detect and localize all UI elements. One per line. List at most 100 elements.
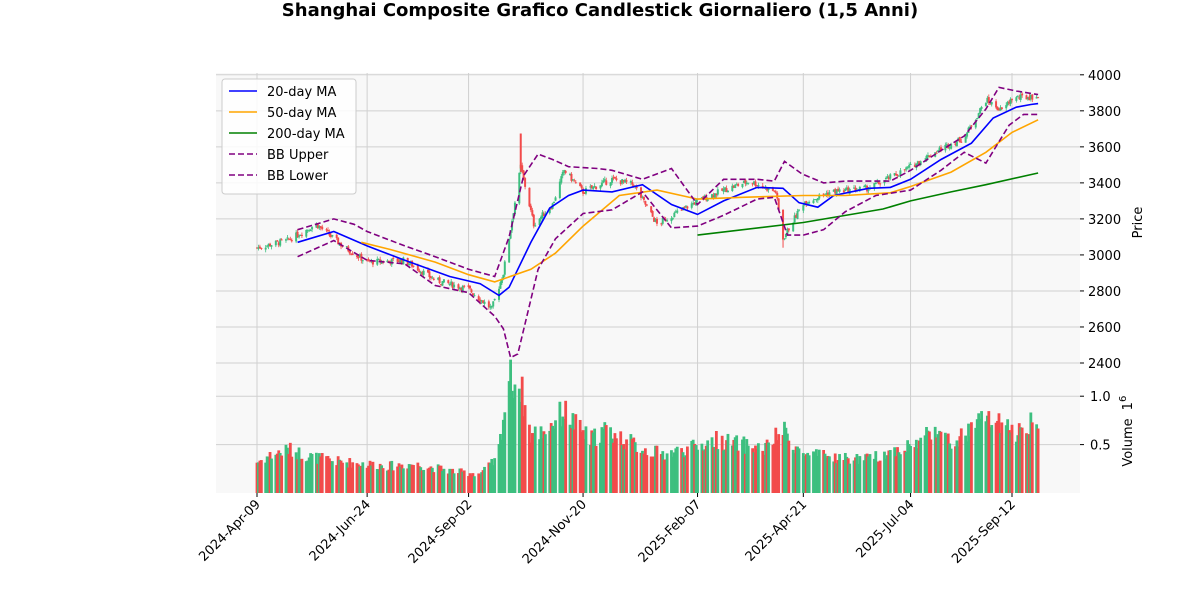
candle-body xyxy=(903,169,906,171)
volume-bar xyxy=(785,433,789,493)
volume-bar xyxy=(329,461,333,493)
volume-bar xyxy=(907,443,911,493)
volume-bar xyxy=(838,454,841,493)
candle-body xyxy=(309,230,312,232)
candle-body xyxy=(441,281,444,286)
candle-body xyxy=(897,175,900,177)
candle-body xyxy=(887,177,890,180)
candle-body xyxy=(613,177,616,179)
volume-bar xyxy=(412,465,415,493)
volume-bar xyxy=(588,444,592,493)
candle-body xyxy=(274,240,277,246)
volume-bar xyxy=(764,442,768,493)
legend-label: BB Lower xyxy=(267,169,329,184)
volume-bar xyxy=(645,455,649,493)
volume-bar xyxy=(315,452,318,493)
volume-bar xyxy=(523,405,527,493)
volume-bar xyxy=(559,426,563,493)
candle-body xyxy=(960,141,963,143)
volume-bar xyxy=(601,428,605,493)
volume-bar xyxy=(832,461,836,493)
volume-bar xyxy=(710,437,714,493)
volume-bar xyxy=(365,467,369,493)
candle-body xyxy=(548,208,551,214)
candle-body xyxy=(889,174,892,179)
candle-body xyxy=(676,210,679,213)
candle-body xyxy=(428,271,431,278)
volume-bar xyxy=(804,454,808,493)
legend-label: BB Upper xyxy=(267,148,329,163)
price-tick-label: 3600 xyxy=(1088,141,1121,156)
candle-body xyxy=(418,270,421,273)
candle-body xyxy=(835,189,838,195)
candle-body xyxy=(1025,95,1028,100)
candle-body xyxy=(684,205,687,207)
candle-body xyxy=(463,285,466,287)
candle-body xyxy=(318,226,321,229)
candle-body xyxy=(306,230,309,232)
candle-body xyxy=(422,270,425,275)
volume-tick-label: 1.0 xyxy=(1090,390,1111,405)
candle-body xyxy=(734,184,737,189)
candle-body xyxy=(503,261,506,275)
candle-body xyxy=(416,265,419,271)
volume-bar xyxy=(491,465,495,493)
candle-body xyxy=(316,224,319,229)
volume-bar xyxy=(742,436,746,493)
volume-bar xyxy=(574,414,578,493)
volume-bar xyxy=(441,470,444,493)
candle-body xyxy=(277,242,280,246)
candle-body xyxy=(461,285,464,292)
volume-bar xyxy=(938,430,941,493)
volume-bar xyxy=(643,448,647,493)
candle-body xyxy=(550,208,553,210)
candle-body xyxy=(977,113,980,119)
candle-body xyxy=(905,167,908,170)
candle-body xyxy=(986,97,989,103)
candle-body xyxy=(816,198,819,201)
candle-body xyxy=(560,176,563,183)
volume-bar xyxy=(1019,427,1023,493)
volume-bar xyxy=(568,424,572,493)
volume-bar xyxy=(927,431,931,493)
candle-body xyxy=(542,213,545,217)
candle-body xyxy=(867,189,870,191)
candle-body xyxy=(583,192,586,194)
candle-body xyxy=(989,103,992,105)
candle-body xyxy=(615,178,618,181)
candle-body xyxy=(631,182,634,185)
volume-bar xyxy=(641,450,644,493)
candle-body xyxy=(524,178,527,187)
candle-body xyxy=(482,300,485,304)
volume-bar xyxy=(855,454,859,493)
candle-body xyxy=(680,209,683,211)
candle-body xyxy=(712,195,715,197)
volume-bar xyxy=(529,442,533,493)
candle-body xyxy=(448,284,451,286)
candle-body xyxy=(1028,96,1031,100)
volume-bar xyxy=(794,446,798,493)
volume-bar xyxy=(578,419,582,493)
candle-body xyxy=(1015,97,1018,101)
volume-bar xyxy=(904,451,908,493)
volume-bar xyxy=(664,459,668,493)
candle-body xyxy=(367,259,370,261)
volume-bar xyxy=(885,455,889,493)
volume-bar xyxy=(338,459,342,493)
candle-body xyxy=(377,259,380,261)
candle-body xyxy=(457,284,460,289)
candle-body xyxy=(693,202,696,205)
candle-body xyxy=(351,253,354,256)
candle-body xyxy=(925,155,928,162)
candle-body xyxy=(767,187,770,190)
volume-bar xyxy=(371,461,375,493)
volume-bar xyxy=(552,428,556,493)
volume-bar xyxy=(400,464,404,493)
candle-body xyxy=(477,296,480,301)
candle-body xyxy=(1026,97,1029,100)
candle-body xyxy=(335,234,338,238)
volume-bar xyxy=(651,456,655,493)
candle-body xyxy=(280,239,283,241)
candle-body xyxy=(877,181,880,184)
volume-bar xyxy=(1007,430,1011,493)
